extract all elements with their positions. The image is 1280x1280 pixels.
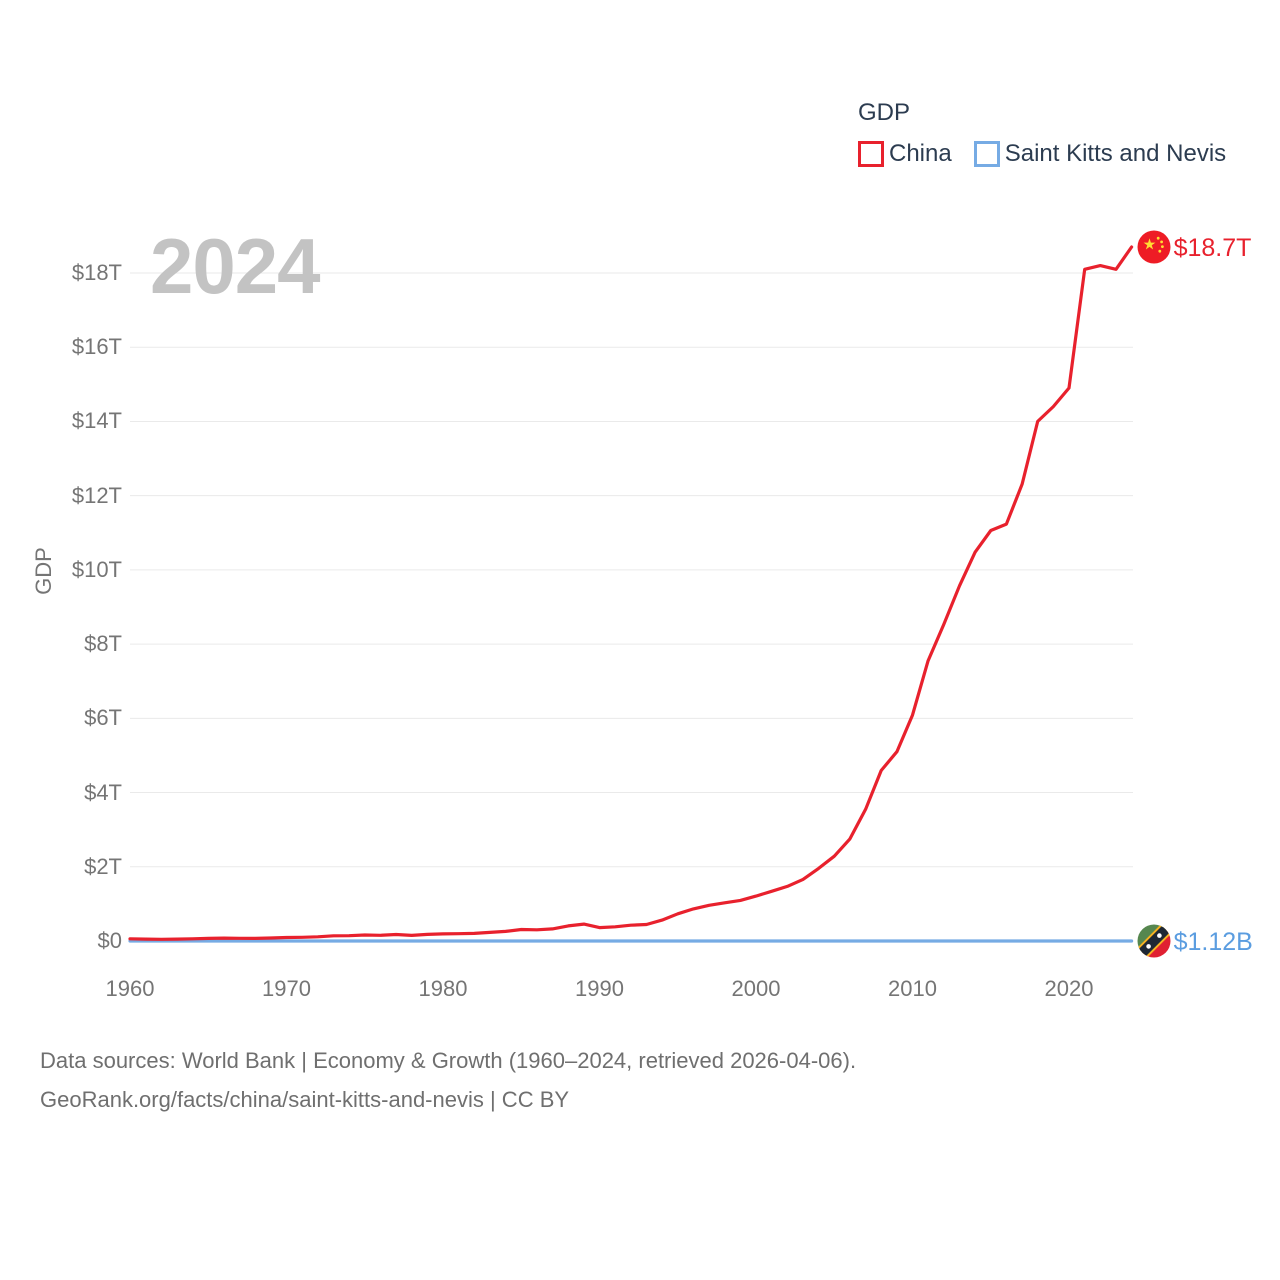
x-tick-label: 1970 [262, 976, 311, 1001]
china-gdp-line [128, 245, 1134, 941]
attribution-text: GeoRank.org/facts/china/saint-kitts-and-… [40, 1087, 570, 1112]
china-series-swatch [858, 141, 884, 167]
legend-item-label: Saint Kitts and Nevis [1004, 140, 1227, 167]
y-tick-label: $12T [71, 482, 122, 508]
y-tick-label: $4T [84, 779, 122, 805]
y-tick-label: $18T [71, 260, 122, 285]
saint-kitts-series-swatch [973, 141, 1000, 167]
legend-items: China Saint Kitts and Nevis [858, 140, 1226, 168]
x-tick-label: 2020 [1044, 976, 1094, 1001]
china-end-value-label: $18.7T [1173, 234, 1252, 263]
legend-item-saint-kitts-and-nevis[interactable]: Saint Kitts and Nevis [973, 140, 1227, 168]
legend-item-china[interactable]: China [858, 140, 952, 168]
legend-item-label: China [889, 140, 952, 167]
china-flag-large-star [1143, 238, 1155, 250]
y-tick-label: $8T [84, 631, 122, 657]
saint-kitts-flag-badge [1137, 924, 1171, 958]
y-tick-label: $2T [84, 853, 122, 879]
x-tick-label: 1960 [105, 976, 155, 1001]
legend-title: GDP [858, 99, 911, 126]
china-flag-badge [1137, 230, 1171, 264]
saint-kitts-end-value-label: $1.12B [1173, 927, 1253, 956]
x-tick-label: 1980 [418, 976, 468, 1001]
x-tick-label: 2010 [888, 976, 937, 1001]
y-tick-label: $0 [97, 928, 122, 953]
y-axis-title: GDP [31, 547, 56, 595]
y-tick-label: $14T [71, 408, 122, 434]
year-watermark: 2024 [150, 222, 321, 310]
x-tick-label: 2000 [731, 976, 781, 1001]
data-sources-text: Data sources: World Bank | Economy & Gro… [40, 1048, 857, 1073]
y-tick-label: $10T [71, 556, 122, 582]
y-tick-label: $16T [71, 334, 122, 360]
chart-legend: GDP China Saint Kitts and Nevis [858, 99, 1226, 168]
y-tick-label: $6T [84, 705, 122, 731]
x-tick-label: 1990 [575, 976, 624, 1001]
